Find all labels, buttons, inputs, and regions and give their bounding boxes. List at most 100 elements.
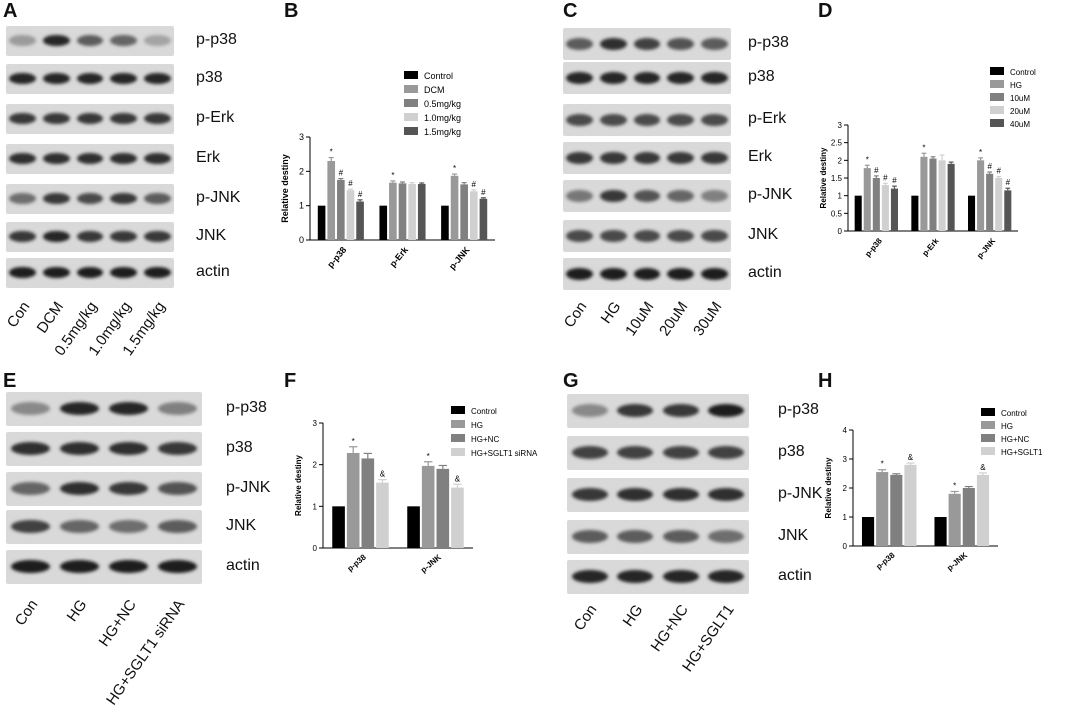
protein-band [143, 113, 171, 125]
significance-mark: # [874, 166, 879, 175]
blot-strip-p-jnk [567, 478, 749, 512]
blot-row-label: JNK [196, 227, 227, 244]
panel-letter-a: A [3, 0, 18, 22]
protein-band [633, 71, 661, 84]
legend-entry: 20uM [1010, 107, 1030, 116]
y-axis-label: Relative destiny [294, 454, 303, 515]
y-tick-label: 0.5 [831, 209, 843, 218]
protein-band [42, 267, 70, 279]
y-tick-label: 1 [299, 201, 304, 211]
protein-band [571, 488, 608, 502]
bar [337, 179, 345, 240]
bar [947, 163, 955, 231]
significance-mark: # [892, 176, 897, 185]
bar [976, 474, 990, 546]
blot-row-label: actin [748, 264, 782, 281]
bar [890, 188, 898, 231]
bar [890, 474, 903, 546]
y-tick-label: 1 [838, 192, 843, 201]
category-label: p-p38 [346, 552, 369, 573]
category-label: p-JNK [945, 550, 969, 572]
blot-lane-label: DCM [33, 298, 68, 337]
protein-band [566, 229, 594, 242]
protein-band [708, 570, 745, 584]
bar [881, 185, 889, 231]
legend-swatch [404, 71, 418, 79]
protein-band [76, 193, 104, 205]
bar [861, 517, 875, 546]
blot-strip-actin [567, 560, 749, 594]
legend-swatch [981, 408, 995, 416]
bar [854, 195, 862, 231]
protein-band [566, 113, 594, 126]
blot-strip-p-erk [6, 104, 174, 134]
y-tick-label: 0 [843, 542, 848, 551]
protein-band [157, 482, 198, 496]
legend-swatch [404, 127, 418, 135]
blot-row-label: p-JNK [196, 189, 241, 206]
blot-row-label: JNK [778, 527, 809, 544]
legend-entry: HG [471, 421, 483, 430]
protein-band [143, 73, 171, 85]
protein-band [108, 560, 149, 574]
protein-band [42, 231, 70, 243]
category-label: p-Erk [920, 236, 940, 258]
protein-band [566, 71, 594, 84]
bar [346, 453, 360, 548]
blot-row-label: actin [226, 557, 260, 574]
significance-mark: # [339, 169, 344, 178]
y-tick-label: 4 [843, 426, 848, 435]
protein-band [9, 73, 37, 85]
y-tick-label: 0 [299, 235, 304, 245]
legend-entry: DCM [424, 85, 445, 95]
significance-mark: # [348, 179, 353, 188]
protein-band [566, 189, 594, 202]
blot-row-label: p-p38 [748, 34, 789, 51]
y-axis-label: Relative destiny [280, 154, 290, 223]
bar [327, 161, 336, 240]
protein-band [157, 520, 198, 534]
protein-band [667, 189, 695, 202]
bar [451, 487, 464, 548]
legend-swatch [990, 106, 1004, 114]
legend-entry: Control [424, 71, 453, 81]
blot-lane-label: HG+NC [647, 601, 692, 655]
significance-mark: * [453, 164, 456, 173]
significance-mark: * [866, 155, 869, 164]
category-label: p-JNK [447, 244, 472, 271]
protein-band [10, 402, 51, 416]
blot-strip-p-jnk [6, 472, 202, 506]
blot-lane-label: HG [619, 601, 647, 630]
blot-row-label: p-p38 [226, 399, 267, 416]
bar [361, 458, 375, 548]
blot-strip-erk [563, 142, 731, 174]
protein-band [700, 71, 728, 84]
legend-swatch [404, 99, 418, 107]
blot-row-label: p-p38 [196, 31, 237, 48]
y-tick-label: 2.5 [831, 139, 843, 148]
legend-swatch [981, 447, 995, 455]
significance-mark: # [358, 190, 363, 199]
category-label: p-Erk [388, 244, 411, 269]
y-axis-label: Relative destiny [819, 147, 828, 208]
bar [876, 472, 889, 546]
protein-band [667, 229, 695, 242]
protein-band [76, 113, 104, 125]
bar [977, 160, 985, 231]
legend-swatch [404, 85, 418, 93]
y-tick-label: 2 [838, 156, 843, 165]
blot-lane-label: Con [570, 601, 601, 634]
significance-mark: * [352, 437, 355, 446]
y-tick-label: 3 [313, 419, 318, 428]
legend-entry: 40uM [1010, 120, 1030, 129]
blot-lane-label: 20uM [656, 298, 692, 340]
protein-band [566, 151, 594, 164]
blot-lane-label: Con [11, 596, 42, 629]
protein-band [700, 151, 728, 164]
y-axis-label: Relative destiny [824, 457, 833, 518]
protein-band [700, 267, 728, 280]
protein-band [571, 530, 608, 544]
protein-band [571, 446, 608, 460]
legend-entry: HG [1001, 422, 1013, 431]
legend-swatch [990, 119, 1004, 127]
